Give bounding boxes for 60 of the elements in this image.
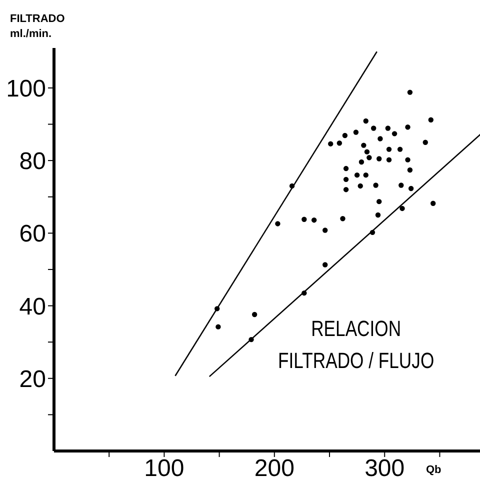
point: [376, 156, 382, 162]
y-tick-label: 80: [19, 148, 46, 176]
point: [302, 290, 307, 296]
point: [353, 130, 359, 135]
point: [405, 157, 410, 162]
point: [322, 228, 328, 233]
y-tick-label: 20: [19, 366, 46, 393]
x-axis-title: Qb: [426, 464, 442, 476]
y-tick-label: 60: [19, 220, 46, 248]
point: [397, 146, 403, 152]
point: [400, 206, 405, 212]
x-tick-label: 100: [144, 455, 184, 482]
point: [428, 117, 434, 122]
point: [422, 140, 428, 145]
point: [430, 200, 436, 206]
point: [378, 136, 383, 142]
point: [364, 149, 370, 154]
y-axis-title: FILTRADO ml./min.: [10, 12, 65, 42]
point: [358, 159, 364, 165]
point: [328, 141, 334, 146]
x-tick-label: 200: [254, 455, 294, 482]
point: [311, 217, 317, 223]
point: [343, 186, 349, 192]
point: [398, 182, 404, 188]
point: [376, 198, 382, 204]
point: [407, 90, 413, 95]
point: [343, 166, 349, 172]
point: [340, 216, 346, 222]
point: [386, 146, 392, 152]
point: [405, 124, 410, 130]
point: [366, 155, 372, 160]
point: [275, 221, 280, 226]
point: [289, 183, 295, 189]
point: [363, 118, 368, 124]
point: [363, 172, 368, 178]
point: [216, 324, 221, 330]
point: [408, 186, 414, 192]
point: [336, 140, 342, 146]
point: [302, 216, 307, 222]
point: [373, 182, 378, 188]
point: [386, 157, 392, 162]
y-tick-label: 100: [6, 75, 46, 102]
point: [407, 167, 413, 173]
point: [342, 132, 348, 138]
point: [252, 312, 258, 318]
point: [361, 142, 366, 148]
point: [370, 126, 376, 131]
point: [343, 176, 349, 182]
point: [248, 336, 254, 342]
point: [370, 230, 376, 236]
y-tick-label: 40: [19, 293, 46, 320]
point: [214, 306, 220, 312]
point: [358, 183, 363, 189]
annotation: RELACION FILTRADO / FLUJO: [278, 315, 434, 375]
point: [385, 126, 391, 131]
x-tick-label: 300: [364, 455, 405, 482]
point: [392, 131, 398, 136]
point: [375, 212, 381, 218]
point: [322, 262, 328, 268]
point: [354, 172, 360, 178]
